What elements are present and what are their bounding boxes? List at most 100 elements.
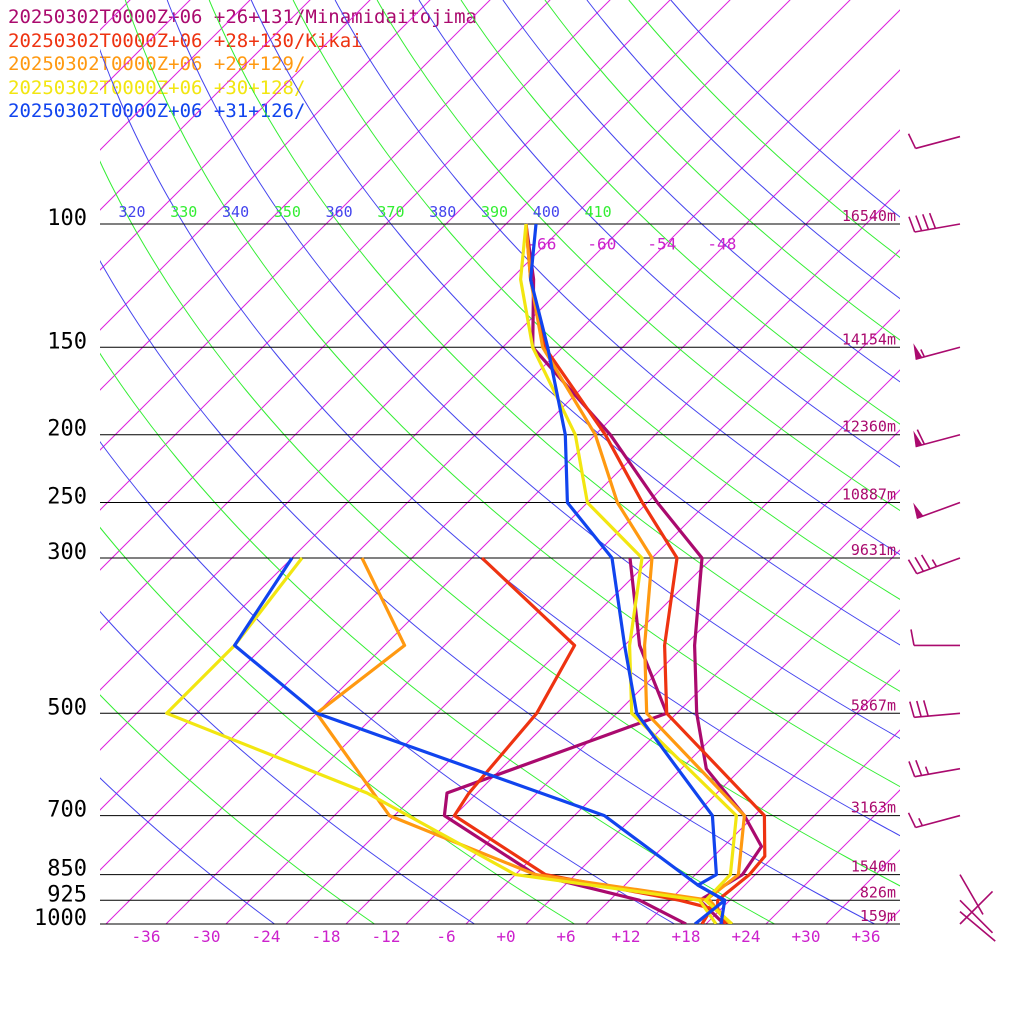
wind-barb-feather xyxy=(907,559,918,575)
height-label: 826m xyxy=(860,883,896,901)
height-label: 14154m xyxy=(842,330,896,348)
theta-label: 390 xyxy=(481,203,508,221)
temperature-tick-label: -24 xyxy=(252,927,281,946)
isotherm-line xyxy=(825,849,900,924)
wind-barb xyxy=(910,629,960,647)
wind-barb-feather xyxy=(928,212,937,229)
isotherm-line xyxy=(100,69,900,871)
legend-entry-minamidaitojima: 20250302T0000Z+06 +26+131/Minamidaitojim… xyxy=(8,6,477,28)
wind-barb-shaft xyxy=(959,890,994,925)
dry-adiabat-line xyxy=(100,440,675,924)
isotherm-label: -60 xyxy=(587,235,616,254)
wind-barb-shaft xyxy=(915,433,961,448)
dry-adiabat-line xyxy=(100,48,900,837)
wind-barb xyxy=(908,759,961,778)
dry-adiabat-line xyxy=(124,0,900,788)
isotherm-line xyxy=(585,609,900,924)
wind-barb-shaft xyxy=(915,346,961,360)
pressure-tick-label: 100 xyxy=(47,206,87,231)
isotherm-line xyxy=(100,9,900,811)
dry-adiabat-line xyxy=(100,610,475,924)
isotherm-line xyxy=(100,0,491,391)
pressure-tick-label: 850 xyxy=(47,857,87,882)
wind-barb-shaft xyxy=(915,814,961,829)
pressure-tick-label: 1000 xyxy=(34,906,87,931)
height-label: 5867m xyxy=(851,696,896,714)
isotherm-label: -66 xyxy=(527,235,556,254)
dewpoint-line xyxy=(315,557,732,924)
height-label: 16540m xyxy=(842,207,896,225)
dry-adiabat-line xyxy=(628,0,900,259)
temperature-tick-label: +0 xyxy=(496,927,515,946)
isotherm-line xyxy=(1006,0,1024,924)
isotherm-line xyxy=(100,0,851,751)
wind-barb xyxy=(907,133,961,150)
dry-adiabat-line xyxy=(502,0,900,383)
series-3 xyxy=(315,223,747,924)
isotherm-label: -48 xyxy=(707,235,736,254)
wind-barb-feather xyxy=(909,701,915,718)
isotherm-line xyxy=(100,0,131,31)
wind-barb-shaft xyxy=(959,910,996,942)
temperature-tick-label: -12 xyxy=(372,927,401,946)
isotherm-line xyxy=(645,669,900,924)
height-label: 159m xyxy=(860,907,896,925)
wind-barb-shaft xyxy=(914,767,961,778)
temperature-tick-label: +12 xyxy=(612,927,641,946)
wind-barb-shaft xyxy=(914,223,961,233)
temperature-tick-label: +18 xyxy=(672,927,701,946)
temperature-line xyxy=(518,223,739,924)
wind-barb-feather xyxy=(908,761,916,777)
theta-label: 400 xyxy=(533,203,560,221)
theta-label: 330 xyxy=(170,203,197,221)
dry-adiabat-line xyxy=(670,0,900,218)
isotherm-line xyxy=(100,0,551,451)
dry-adiabat-line xyxy=(100,694,375,924)
dry-adiabat-line xyxy=(586,0,900,300)
isotherm-line xyxy=(100,0,311,211)
wind-barb-feather xyxy=(914,556,925,572)
wind-barb xyxy=(959,874,984,915)
wind-barb xyxy=(913,429,961,448)
dry-adiabat-line xyxy=(100,259,875,924)
wind-barb-shaft xyxy=(916,501,961,520)
temperature-tick-label: -6 xyxy=(436,927,455,946)
dry-adiabat-line xyxy=(100,352,775,924)
temperature-tick-label: -36 xyxy=(132,927,161,946)
legend-entry-31n126e: 20250302T0000Z+06 +31+126/ xyxy=(8,100,306,122)
wind-barb-feather xyxy=(908,216,916,233)
dry-adiabat-line xyxy=(208,0,900,692)
dry-adiabat-line xyxy=(100,160,900,887)
isotherm-line xyxy=(465,489,900,924)
wind-barb xyxy=(913,501,961,520)
theta-label: 380 xyxy=(429,203,456,221)
pressure-tick-label: 300 xyxy=(47,540,87,565)
wind-barb-pennant xyxy=(913,343,923,360)
temperature-tick-label: -30 xyxy=(192,927,221,946)
pressure-tick-label: 925 xyxy=(47,882,87,907)
legend-entry-kikai: 20250302T0000Z+06 +28+130/Kikai xyxy=(8,29,363,52)
dry-adiabat-line xyxy=(376,0,900,512)
dry-adiabat-line xyxy=(100,526,575,924)
dry-adiabat-line xyxy=(292,0,900,600)
wind-barb-half-feather xyxy=(924,766,930,775)
isotherm-line xyxy=(285,309,900,924)
wind-barbs xyxy=(907,133,996,942)
dry-adiabat-line xyxy=(544,0,900,341)
theta-label: 360 xyxy=(326,203,353,221)
wind-barb-feather xyxy=(922,700,929,717)
wind-barb-half-feather xyxy=(931,559,938,567)
pressure-tick-label: 200 xyxy=(47,417,87,442)
pressure-tick-label: 700 xyxy=(47,798,87,823)
pressure-tick-label: 250 xyxy=(47,485,87,510)
wind-barb-pennant xyxy=(913,502,924,519)
wind-barb xyxy=(959,890,994,925)
dry-adiabat-line xyxy=(334,0,900,556)
isotherm-label: -54 xyxy=(647,235,676,254)
wind-barb-shaft xyxy=(914,712,961,719)
temperature-line xyxy=(524,223,767,924)
temperature-tick-label: -18 xyxy=(312,927,341,946)
isotherm-line xyxy=(525,549,900,924)
